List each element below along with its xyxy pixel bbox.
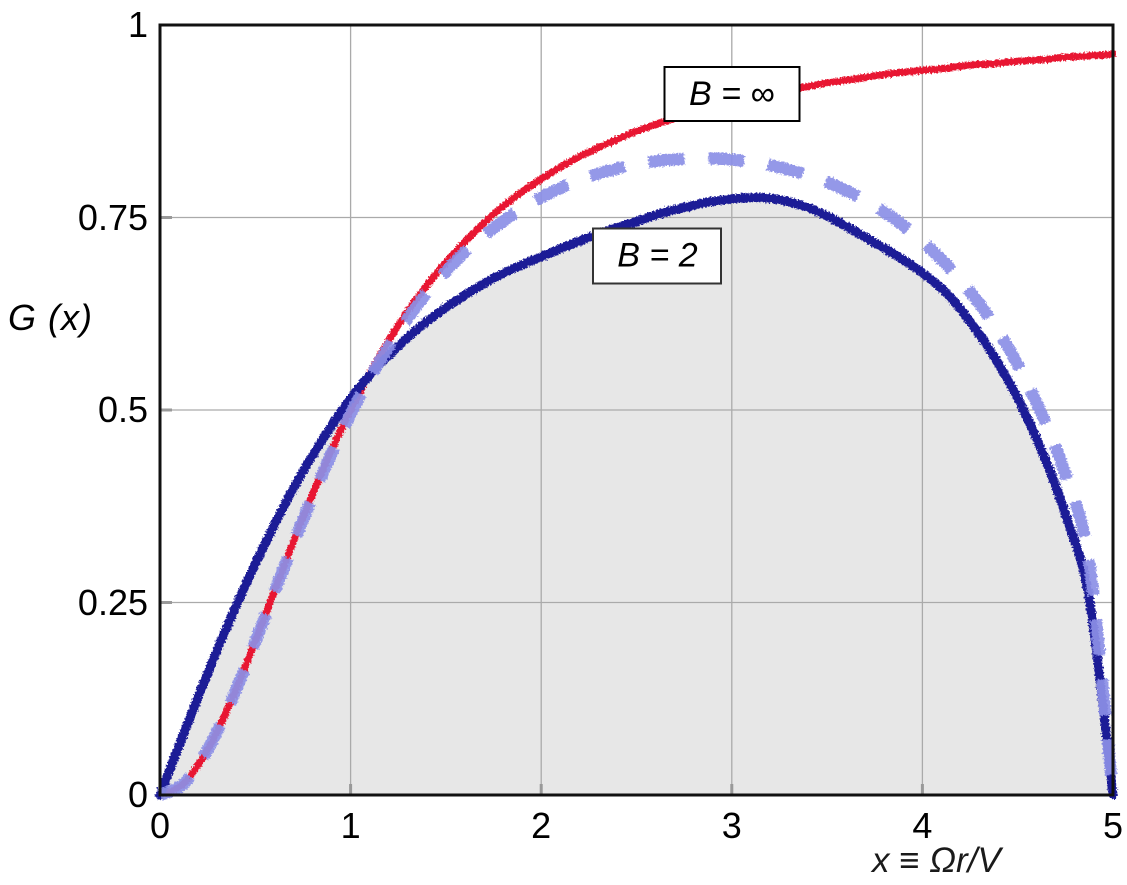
x-tick-label: 2 bbox=[531, 805, 552, 846]
curve-b-infinity bbox=[156, 50, 1117, 799]
plot-frame bbox=[158, 23, 1115, 797]
curve-label-b-2: B = 2 bbox=[592, 227, 723, 285]
y-tick-label: 0.5 bbox=[97, 389, 148, 430]
y-tick-label: 0.25 bbox=[77, 581, 148, 623]
y-tick-label: 0.75 bbox=[77, 196, 148, 238]
y-tick-label: 1 bbox=[127, 4, 148, 45]
x-axis-title: x ≡ Ωr/V bbox=[872, 841, 1001, 880]
x-tick-label: 1 bbox=[340, 805, 361, 846]
x-tick-label: 4 bbox=[912, 805, 933, 846]
y-axis-title: G (x) bbox=[8, 297, 93, 338]
curve-b2-goldstein bbox=[155, 192, 1118, 800]
curve-label-b-infinity: B = ∞ bbox=[663, 66, 801, 123]
y-tick-label: 0 bbox=[127, 774, 148, 815]
curve-b2-dashed bbox=[157, 152, 1119, 801]
x-tick-label: 3 bbox=[721, 805, 742, 846]
x-tick-label: 5 bbox=[1102, 805, 1124, 846]
x-tick-label: 0 bbox=[149, 805, 171, 846]
